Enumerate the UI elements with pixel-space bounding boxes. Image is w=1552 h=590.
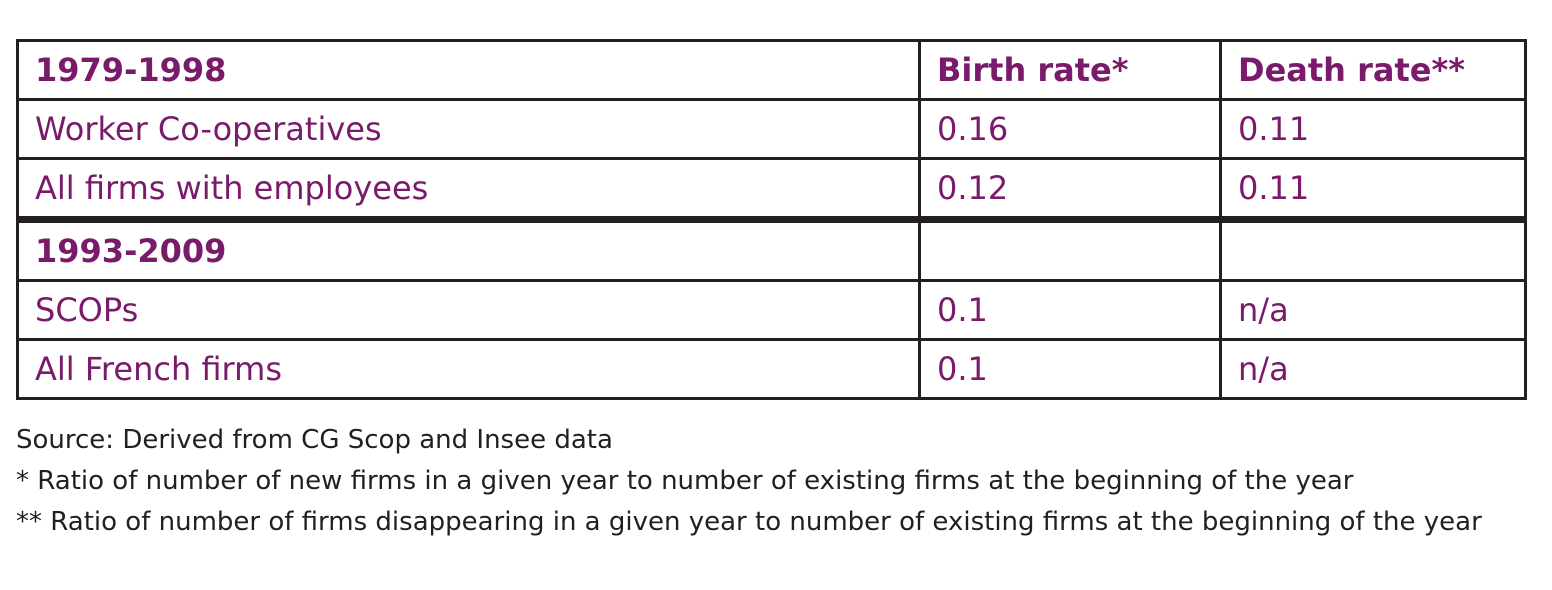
firm-type-cell: SCOPs: [16, 279, 921, 341]
birth-rate-cell: 0.16: [918, 98, 1222, 160]
birth-death-rate-table: 1979-1998 Birth rate* Death rate** Worke…: [16, 39, 1527, 400]
death-rate-cell: n/a: [1219, 338, 1527, 400]
table-row: SCOPs 0.1 n/a: [16, 279, 1527, 341]
table-header-row-1979-1998: 1979-1998 Birth rate* Death rate**: [16, 39, 1527, 101]
death-rate-footnote: ** Ratio of number of firms disappearing…: [16, 507, 1482, 537]
firm-type-cell: All firms with employees: [16, 157, 921, 221]
period-label-cell: 1979-1998: [16, 39, 921, 101]
birth-rate-cell: 0.1: [918, 338, 1222, 400]
table-header-row-1993-2009: 1993-2009: [16, 216, 1527, 282]
table-notes: Source: Derived from CG Scop and Insee d…: [16, 420, 1536, 543]
birth-rate-header-cell: [918, 216, 1222, 282]
source-note: Source: Derived from CG Scop and Insee d…: [16, 425, 613, 455]
death-rate-header-cell: [1219, 216, 1527, 282]
birth-rate-cell: 0.12: [918, 157, 1222, 221]
period-label-cell: 1993-2009: [16, 216, 921, 282]
birth-rate-header-cell: Birth rate*: [918, 39, 1222, 101]
death-rate-cell: 0.11: [1219, 157, 1527, 221]
death-rate-cell: n/a: [1219, 279, 1527, 341]
death-rate-cell: 0.11: [1219, 98, 1527, 160]
birth-rate-cell: 0.1: [918, 279, 1222, 341]
table-row: Worker Co-operatives 0.16 0.11: [16, 98, 1527, 160]
table-row: All French firms 0.1 n/a: [16, 338, 1527, 400]
birth-rate-footnote: * Ratio of number of new firms in a give…: [16, 466, 1354, 496]
firm-type-cell: Worker Co-operatives: [16, 98, 921, 160]
death-rate-header-cell: Death rate**: [1219, 39, 1527, 101]
table-row: All firms with employees 0.12 0.11: [16, 157, 1527, 221]
firm-type-cell: All French firms: [16, 338, 921, 400]
